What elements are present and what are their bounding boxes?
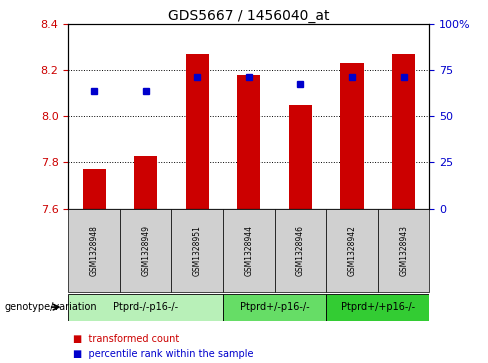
Text: ■  percentile rank within the sample: ■ percentile rank within the sample xyxy=(73,349,254,359)
Text: genotype/variation: genotype/variation xyxy=(5,302,98,312)
Bar xyxy=(341,63,364,209)
Text: Ptprd-/-p16-/-: Ptprd-/-p16-/- xyxy=(113,302,178,312)
Bar xyxy=(223,294,326,321)
Text: Ptprd+/+p16-/-: Ptprd+/+p16-/- xyxy=(341,302,415,312)
Text: Ptprd+/-p16-/-: Ptprd+/-p16-/- xyxy=(240,302,309,312)
Text: GSM1328944: GSM1328944 xyxy=(244,225,253,276)
Bar xyxy=(134,155,157,209)
Bar xyxy=(68,209,120,292)
Bar xyxy=(326,294,429,321)
Text: GSM1328949: GSM1328949 xyxy=(141,225,150,276)
Text: GSM1328942: GSM1328942 xyxy=(347,225,357,276)
Bar xyxy=(82,170,106,209)
Bar xyxy=(378,209,429,292)
Bar xyxy=(223,209,275,292)
Bar xyxy=(275,209,326,292)
Bar xyxy=(326,209,378,292)
Text: GSM1328943: GSM1328943 xyxy=(399,225,408,276)
Bar xyxy=(392,54,415,209)
Bar xyxy=(120,209,171,292)
Text: GSM1328948: GSM1328948 xyxy=(90,225,99,276)
Text: GSM1328951: GSM1328951 xyxy=(193,225,202,276)
Bar xyxy=(186,54,209,209)
Text: ■  transformed count: ■ transformed count xyxy=(73,334,180,344)
Bar xyxy=(68,294,223,321)
Bar xyxy=(237,74,261,209)
Bar xyxy=(289,105,312,209)
Bar xyxy=(171,209,223,292)
Text: GSM1328946: GSM1328946 xyxy=(296,225,305,276)
Title: GDS5667 / 1456040_at: GDS5667 / 1456040_at xyxy=(168,9,329,23)
